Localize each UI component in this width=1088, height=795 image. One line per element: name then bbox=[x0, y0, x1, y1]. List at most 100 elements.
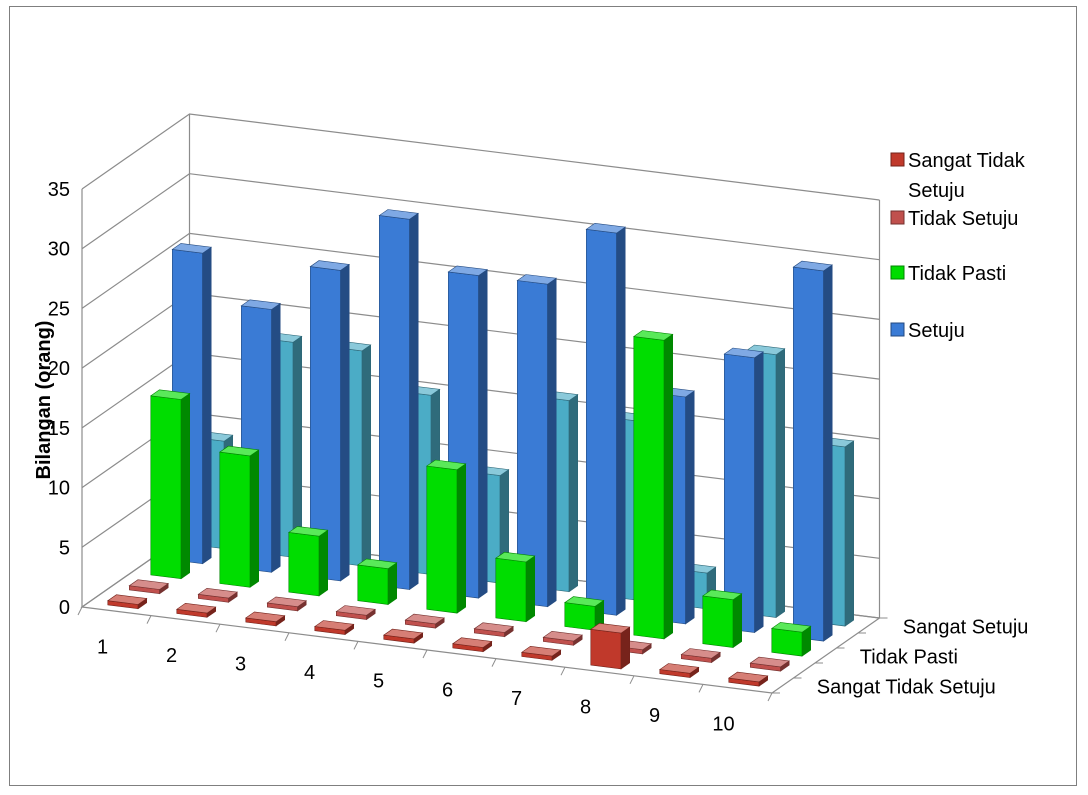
x-tick bbox=[146, 615, 152, 624]
bar-face bbox=[240, 299, 282, 310]
bar-face bbox=[525, 555, 536, 623]
bar-sangat-tidak-setuju-1 bbox=[106, 594, 148, 610]
bar-face bbox=[340, 263, 350, 582]
bar-face bbox=[180, 392, 190, 580]
bar-face bbox=[792, 266, 824, 642]
x-tick-label: 9 bbox=[649, 705, 660, 727]
bar-face bbox=[218, 445, 260, 457]
x-tick-label: 2 bbox=[166, 645, 177, 667]
bar-face bbox=[771, 628, 803, 657]
bar-sangat-tidak-setuju-7 bbox=[520, 645, 562, 661]
bar-face bbox=[585, 228, 617, 616]
x-tick-label: 4 bbox=[304, 662, 315, 684]
bar-tidak-setuju-1 bbox=[128, 579, 170, 595]
bar-sangat-tidak-setuju-9 bbox=[658, 663, 700, 679]
y-axis-title: Bilangan (orang) bbox=[33, 321, 55, 480]
bar-face bbox=[357, 564, 389, 605]
x-tick bbox=[353, 641, 359, 650]
bar-face bbox=[754, 351, 764, 634]
bar-face bbox=[520, 645, 562, 657]
bar-sangat-tidak-setuju-8 bbox=[589, 622, 631, 670]
x-tick-label: 10 bbox=[712, 714, 734, 736]
bar-tidak-setuju-2 bbox=[197, 587, 239, 603]
bar-face bbox=[288, 532, 320, 597]
bar-sangat-tidak-setuju-6 bbox=[451, 637, 493, 653]
bar-face bbox=[451, 637, 493, 648]
bar-setuju-4 bbox=[378, 209, 420, 591]
bar-tidak-setuju-10 bbox=[749, 656, 791, 672]
y-tick-label: 10 bbox=[48, 478, 70, 500]
y-tick-label: 5 bbox=[59, 537, 70, 559]
legend-swatch bbox=[890, 322, 905, 337]
bar-face bbox=[620, 626, 631, 670]
x-tick bbox=[629, 675, 635, 685]
bar-sangat-tidak-setuju-5 bbox=[382, 628, 424, 644]
bar-face bbox=[516, 274, 558, 285]
x-tick bbox=[491, 658, 497, 667]
bar-face bbox=[563, 596, 605, 607]
bar-face bbox=[732, 593, 743, 649]
bar-tidak-pasti-9 bbox=[701, 589, 743, 649]
bar-face bbox=[106, 594, 148, 605]
legend-swatch bbox=[890, 210, 905, 225]
x-tick bbox=[284, 632, 290, 642]
bar-face bbox=[387, 562, 398, 606]
bar-face bbox=[770, 622, 812, 633]
bar-face bbox=[318, 529, 329, 597]
bar-sangat-tidak-setuju-10 bbox=[727, 671, 769, 687]
bar-face bbox=[680, 648, 722, 659]
bar-face bbox=[701, 589, 743, 601]
bar-tidak-pasti-5 bbox=[425, 459, 467, 614]
bar-setuju-9 bbox=[723, 347, 765, 634]
bar-face bbox=[702, 595, 734, 648]
bar-face bbox=[456, 463, 467, 614]
depth-axis-label: Sangat Setuju bbox=[903, 617, 1029, 639]
y-tick-label: 0 bbox=[59, 597, 70, 619]
bar-face bbox=[219, 451, 251, 588]
x-tick bbox=[77, 606, 83, 616]
x-tick bbox=[767, 692, 773, 702]
bar-face bbox=[404, 613, 446, 625]
bar-face bbox=[685, 390, 695, 625]
bar-face bbox=[723, 353, 755, 633]
legend-swatch bbox=[890, 152, 905, 167]
depth-axis-label: Sangat Tidak Setuju bbox=[817, 677, 996, 699]
bar-face bbox=[197, 587, 239, 599]
bar-face bbox=[478, 269, 488, 599]
bar-face bbox=[547, 277, 557, 608]
bar-setuju-7 bbox=[585, 222, 627, 616]
bar-sangat-tidak-setuju-4 bbox=[313, 620, 355, 636]
bar-face bbox=[658, 663, 700, 674]
bar-face bbox=[202, 246, 212, 565]
bar-face bbox=[494, 551, 536, 563]
bar-tidak-setuju-3 bbox=[266, 596, 308, 612]
bar-face bbox=[589, 622, 631, 634]
bar-face bbox=[473, 622, 515, 633]
bar-tidak-setuju-6 bbox=[473, 622, 515, 638]
bar-face bbox=[292, 335, 303, 558]
bar-face bbox=[585, 222, 627, 234]
bar-face bbox=[128, 579, 170, 590]
bar-tidak-pasti-4 bbox=[356, 558, 398, 606]
bar-face bbox=[792, 260, 834, 272]
x-tick bbox=[560, 666, 566, 676]
bar-tidak-pasti-3 bbox=[287, 526, 329, 597]
x-tick-label: 3 bbox=[235, 654, 246, 676]
depth-axis-label: Tidak Pasti bbox=[860, 647, 958, 669]
bar-tidak-pasti-2 bbox=[218, 445, 260, 588]
bar-tidak-pasti-1 bbox=[149, 389, 191, 580]
legend-label: Tidak Pasti bbox=[908, 263, 1006, 285]
gridline bbox=[81, 113, 880, 201]
bar-face bbox=[744, 344, 786, 356]
x-tick bbox=[698, 684, 704, 693]
bar-setuju-3 bbox=[309, 260, 351, 582]
bar-face bbox=[382, 628, 424, 640]
y-tick-label: 35 bbox=[48, 179, 70, 201]
x-tick-label: 5 bbox=[373, 671, 384, 693]
bar-face bbox=[426, 465, 458, 614]
bar-face bbox=[356, 558, 398, 570]
bar-face bbox=[632, 330, 674, 341]
bar-face bbox=[723, 347, 765, 359]
bar-face bbox=[633, 336, 665, 640]
bar-face bbox=[447, 265, 489, 276]
